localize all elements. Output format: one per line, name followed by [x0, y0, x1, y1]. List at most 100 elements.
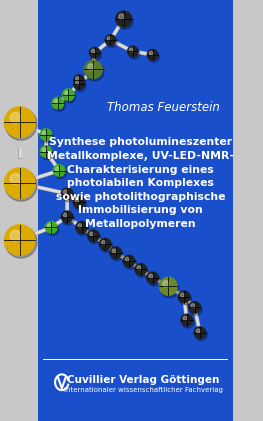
Ellipse shape	[147, 272, 158, 284]
Ellipse shape	[88, 64, 94, 70]
Ellipse shape	[129, 48, 133, 52]
Ellipse shape	[74, 79, 84, 89]
Ellipse shape	[90, 49, 102, 60]
Ellipse shape	[45, 221, 57, 233]
Ellipse shape	[159, 277, 177, 295]
Ellipse shape	[90, 232, 94, 236]
Ellipse shape	[5, 226, 37, 258]
Ellipse shape	[110, 247, 122, 258]
Ellipse shape	[75, 198, 79, 203]
Ellipse shape	[47, 224, 59, 235]
Ellipse shape	[10, 230, 21, 241]
Ellipse shape	[64, 91, 76, 103]
Ellipse shape	[63, 213, 68, 217]
Ellipse shape	[99, 238, 111, 250]
Ellipse shape	[196, 329, 200, 333]
Ellipse shape	[54, 167, 67, 179]
Ellipse shape	[4, 225, 35, 255]
Ellipse shape	[178, 291, 190, 303]
Ellipse shape	[77, 224, 89, 235]
Ellipse shape	[53, 165, 65, 176]
Ellipse shape	[119, 14, 124, 19]
Ellipse shape	[75, 77, 79, 80]
Ellipse shape	[160, 279, 179, 298]
Ellipse shape	[137, 266, 141, 270]
Ellipse shape	[55, 167, 60, 171]
Ellipse shape	[62, 213, 74, 225]
Ellipse shape	[53, 99, 65, 111]
Ellipse shape	[75, 81, 79, 85]
Ellipse shape	[5, 169, 37, 201]
Ellipse shape	[75, 81, 86, 92]
Ellipse shape	[84, 61, 102, 78]
Ellipse shape	[75, 77, 86, 88]
Ellipse shape	[149, 51, 153, 55]
Ellipse shape	[48, 224, 52, 228]
Ellipse shape	[10, 112, 21, 123]
Ellipse shape	[163, 281, 169, 287]
Ellipse shape	[181, 314, 193, 326]
Text: Thomas Feuerstein: Thomas Feuerstein	[107, 101, 220, 114]
Ellipse shape	[191, 304, 195, 308]
Ellipse shape	[85, 62, 104, 81]
Text: Cuvillier Verlag Göttingen: Cuvillier Verlag Göttingen	[67, 375, 220, 385]
Ellipse shape	[65, 91, 69, 95]
Text: Synthese photolumineszenter
Metallkomplexe, UV-LED-NMR-
Charakterisierung eines
: Synthese photolumineszenter Metallkomple…	[47, 137, 234, 229]
Ellipse shape	[135, 264, 146, 275]
Ellipse shape	[76, 221, 87, 233]
Ellipse shape	[105, 35, 116, 45]
Ellipse shape	[148, 51, 159, 62]
Ellipse shape	[89, 48, 100, 58]
Text: Internationaler wissenschaftlicher Fachverlag: Internationaler wissenschaftlicher Fachv…	[64, 387, 223, 393]
Ellipse shape	[5, 108, 37, 140]
Ellipse shape	[63, 190, 68, 194]
Ellipse shape	[107, 37, 111, 40]
Ellipse shape	[74, 75, 84, 85]
Ellipse shape	[190, 304, 202, 315]
Ellipse shape	[52, 97, 64, 109]
Ellipse shape	[112, 249, 116, 253]
Ellipse shape	[74, 198, 86, 210]
Ellipse shape	[91, 49, 95, 53]
Ellipse shape	[88, 230, 99, 242]
Ellipse shape	[179, 293, 191, 305]
Ellipse shape	[111, 249, 123, 261]
Ellipse shape	[106, 37, 117, 48]
Ellipse shape	[148, 274, 160, 286]
Ellipse shape	[4, 168, 35, 198]
Ellipse shape	[149, 274, 153, 278]
Ellipse shape	[63, 89, 74, 101]
Ellipse shape	[189, 301, 200, 313]
Ellipse shape	[128, 46, 138, 56]
Ellipse shape	[194, 327, 206, 338]
Ellipse shape	[41, 131, 53, 143]
Ellipse shape	[54, 99, 58, 104]
Ellipse shape	[42, 148, 47, 152]
Ellipse shape	[182, 316, 194, 328]
Ellipse shape	[41, 148, 53, 160]
Ellipse shape	[42, 131, 47, 135]
Ellipse shape	[89, 232, 101, 244]
Ellipse shape	[62, 190, 74, 202]
Ellipse shape	[73, 196, 85, 208]
Ellipse shape	[129, 48, 140, 59]
Ellipse shape	[125, 257, 129, 261]
Ellipse shape	[4, 107, 35, 137]
Ellipse shape	[195, 329, 207, 341]
Ellipse shape	[136, 266, 148, 277]
Bar	[38, 0, 233, 421]
Ellipse shape	[117, 13, 133, 29]
Ellipse shape	[147, 50, 158, 60]
Ellipse shape	[10, 173, 21, 184]
Ellipse shape	[40, 146, 52, 157]
Ellipse shape	[180, 293, 185, 297]
Ellipse shape	[100, 240, 113, 252]
Ellipse shape	[183, 316, 187, 320]
Ellipse shape	[102, 240, 106, 245]
Ellipse shape	[116, 11, 132, 27]
Ellipse shape	[40, 129, 52, 141]
Ellipse shape	[123, 255, 135, 267]
Ellipse shape	[61, 211, 73, 223]
Ellipse shape	[124, 257, 136, 269]
Ellipse shape	[78, 224, 82, 228]
